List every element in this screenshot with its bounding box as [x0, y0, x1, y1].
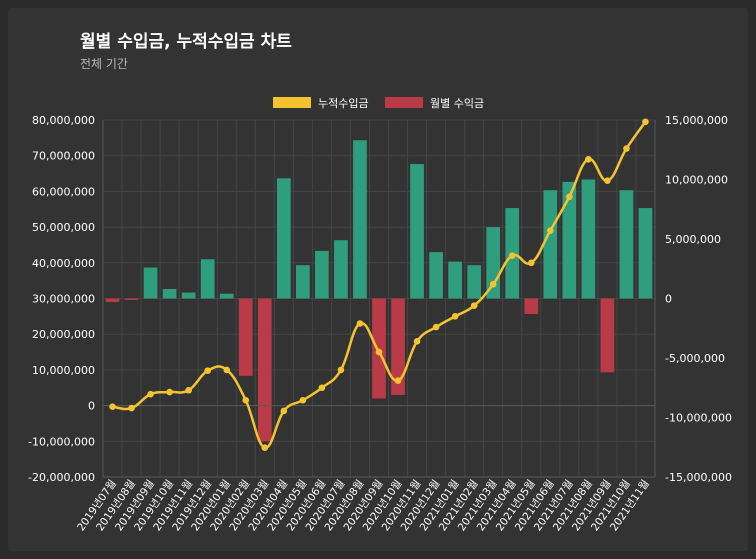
line-point-13[interactable]	[356, 320, 364, 327]
line-point-27[interactable]	[623, 145, 630, 152]
bar-1[interactable]	[124, 298, 139, 301]
bar-26[interactable]	[600, 298, 615, 373]
bar-11[interactable]	[315, 250, 329, 299]
line-point-23[interactable]	[547, 227, 554, 234]
bar-24[interactable]	[562, 181, 577, 299]
bar-13[interactable]	[353, 140, 367, 299]
bar-12[interactable]	[334, 240, 348, 299]
bar-15[interactable]	[391, 298, 405, 395]
line-point-6[interactable]	[223, 366, 231, 374]
line-point-10[interactable]	[299, 396, 307, 404]
line-series	[109, 118, 649, 452]
bar-6[interactable]	[219, 293, 234, 299]
bar-0[interactable]	[105, 298, 120, 303]
line-point-19[interactable]	[470, 302, 478, 309]
line-point-12[interactable]	[337, 366, 345, 374]
right-tick-label: -10,000,000	[665, 412, 732, 425]
left-tick-label: 80,000,000	[32, 114, 95, 127]
bar-series	[105, 140, 653, 442]
legend-swatch-monthly[interactable]	[385, 97, 423, 108]
bar-2[interactable]	[143, 267, 158, 299]
line-point-0[interactable]	[109, 403, 116, 410]
line-point-11[interactable]	[318, 384, 326, 392]
left-tick-label: 70,000,000	[32, 150, 95, 163]
bar-27[interactable]	[619, 190, 634, 299]
right-tick-label: 5,000,000	[665, 233, 721, 246]
line-point-2[interactable]	[147, 390, 154, 398]
bar-7[interactable]	[238, 298, 253, 376]
left-tick-label: 30,000,000	[32, 293, 95, 306]
right-tick-label: -15,000,000	[665, 471, 732, 484]
bar-25[interactable]	[581, 179, 596, 299]
bar-8[interactable]	[257, 298, 272, 442]
line-point-9[interactable]	[280, 407, 288, 415]
right-tick-label: -5,000,000	[665, 352, 725, 365]
left-tick-label: 20,000,000	[32, 328, 95, 341]
right-axis-labels: -15,000,000 -10,000,000 -5,000,000 0 5,000,0…	[665, 114, 732, 484]
legend: 누적수입금 월별 수익금	[273, 97, 484, 110]
left-tick-label: -20,000,000	[28, 471, 95, 484]
left-tick-label: 10,000,000	[32, 364, 95, 377]
line-point-3[interactable]	[166, 388, 173, 396]
line-point-4[interactable]	[185, 386, 192, 394]
line-point-1[interactable]	[128, 404, 135, 412]
left-tick-label: 0	[88, 400, 95, 413]
left-axis-labels: -20,000,000 -10,000,000 0 10,000,000 20,000,…	[28, 114, 95, 484]
bar-23[interactable]	[543, 190, 558, 299]
legend-label-monthly[interactable]: 월별 수익금	[430, 97, 484, 110]
line-point-25[interactable]	[585, 155, 592, 163]
bar-9[interactable]	[276, 178, 291, 299]
line-point-24[interactable]	[566, 193, 573, 201]
line-point-17[interactable]	[432, 323, 440, 331]
right-tick-label: 10,000,000	[665, 174, 728, 187]
bar-4[interactable]	[181, 292, 196, 299]
line-point-26[interactable]	[604, 177, 611, 184]
line-point-18[interactable]	[451, 313, 459, 320]
legend-label-cumulative[interactable]: 누적수입금	[318, 97, 369, 110]
bar-18[interactable]	[448, 261, 462, 299]
bar-16[interactable]	[410, 164, 424, 299]
left-tick-label: 40,000,000	[32, 257, 95, 270]
bar-10[interactable]	[296, 265, 310, 299]
chart-title: 월별 수입금, 누적수입금 차트	[80, 32, 292, 52]
bar-3[interactable]	[162, 288, 177, 299]
left-tick-label: -10,000,000	[28, 435, 95, 448]
left-tick-label: 60,000,000	[32, 185, 95, 198]
bar-5[interactable]	[200, 259, 215, 299]
x-axis-labels: 2019년07월2019년08월2019년09월2019년10월2019년11월…	[75, 478, 652, 534]
bar-28[interactable]	[638, 208, 653, 299]
line-point-7[interactable]	[242, 396, 250, 404]
legend-swatch-cumulative[interactable]	[273, 97, 311, 108]
line-point-22[interactable]	[527, 259, 535, 267]
bar-22[interactable]	[524, 298, 539, 314]
line-point-28[interactable]	[642, 118, 649, 126]
line-point-5[interactable]	[204, 367, 211, 374]
right-tick-label: 0	[665, 293, 672, 306]
bar-19[interactable]	[467, 265, 482, 299]
line-point-14[interactable]	[375, 348, 383, 356]
line-point-15[interactable]	[394, 377, 402, 384]
left-tick-label: 50,000,000	[32, 221, 95, 234]
right-tick-label: 15,000,000	[665, 114, 728, 127]
bar-14[interactable]	[372, 298, 386, 399]
line-point-20[interactable]	[489, 280, 497, 288]
line-point-21[interactable]	[508, 252, 516, 259]
bar-20[interactable]	[486, 227, 501, 299]
bar-17[interactable]	[429, 252, 443, 299]
line-point-8[interactable]	[261, 444, 269, 452]
chart-subtitle: 전체 기간	[80, 57, 128, 71]
line-point-16[interactable]	[413, 338, 421, 345]
